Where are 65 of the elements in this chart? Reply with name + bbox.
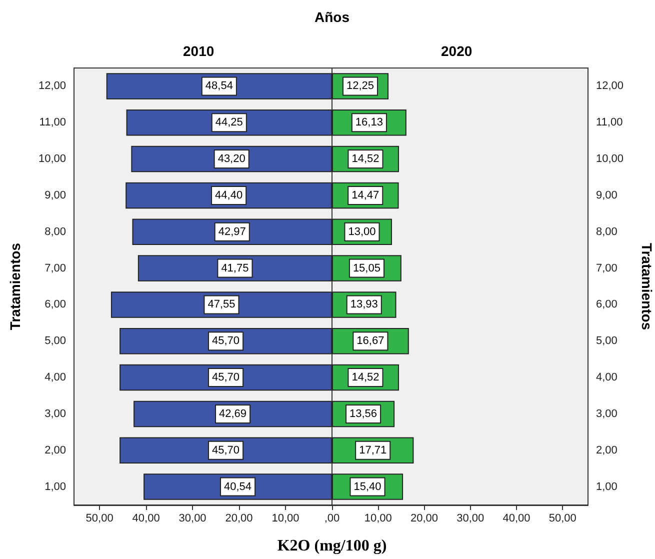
x-tick-label: 40,00 xyxy=(502,512,530,524)
x-tick-label: 50,00 xyxy=(86,512,114,524)
data-label: 14,52 xyxy=(352,153,380,166)
text: Años xyxy=(314,9,350,25)
data-label: 45,70 xyxy=(212,335,240,348)
x-tick-label: 10,00 xyxy=(364,512,392,524)
data-label: 15,40 xyxy=(354,480,382,493)
y-tick-label: 1,00 xyxy=(44,480,66,493)
data-label: 41,75 xyxy=(221,262,249,274)
data-label: 45,70 xyxy=(212,444,240,456)
y-tick-label: 2,00 xyxy=(596,444,618,456)
data-label: 17,71 xyxy=(359,444,387,456)
y-tick-label: 5,00 xyxy=(596,335,618,348)
y-tick-label: 8,00 xyxy=(596,226,618,238)
data-label: 13,00 xyxy=(348,226,376,238)
y-axis-title: Tratamientos xyxy=(7,242,23,330)
y-tick-label: 7,00 xyxy=(44,262,66,274)
data-label: 43,20 xyxy=(218,153,246,166)
x-tick-label: 20,00 xyxy=(410,512,438,524)
y-tick-label: 3,00 xyxy=(44,408,66,420)
x-tick-label: 30,00 xyxy=(178,512,206,524)
data-label: 42,69 xyxy=(219,408,247,420)
x-tick-label: 20,00 xyxy=(225,512,253,524)
data-label: 48,54 xyxy=(205,80,233,92)
data-label: 12,25 xyxy=(346,80,374,92)
chart-title: 2020 xyxy=(441,43,472,59)
y-tick-label: 6,00 xyxy=(44,298,66,311)
y-tick-label: 10,00 xyxy=(596,153,624,166)
data-label: 16,67 xyxy=(356,335,384,348)
x-tick-label: ,00 xyxy=(324,512,340,524)
y-tick-label: 7,00 xyxy=(596,262,618,274)
x-tick-label: 50,00 xyxy=(548,512,576,524)
data-label: 13,93 xyxy=(350,298,378,311)
data-label: 40,54 xyxy=(224,480,252,493)
data-label: 44,25 xyxy=(215,116,243,129)
y-tick-label: 11,00 xyxy=(39,116,66,129)
data-label: 15,05 xyxy=(352,262,380,274)
x-tick-label: 10,00 xyxy=(272,512,300,524)
y-tick-label: 1,00 xyxy=(596,480,618,493)
y-tick-label: 6,00 xyxy=(596,298,618,311)
data-label: 42,97 xyxy=(218,226,246,238)
y-axis-title: Tratamientos xyxy=(639,242,655,330)
y-tick-label: 9,00 xyxy=(44,189,66,202)
data-label: 14,52 xyxy=(352,372,380,384)
chart-title: 2010 xyxy=(183,43,214,59)
y-tick-label: 3,00 xyxy=(596,408,618,420)
x-tick-label: 40,00 xyxy=(132,512,160,524)
data-label: 44,40 xyxy=(215,189,243,202)
y-tick-label: 4,00 xyxy=(596,372,618,384)
y-tick-label: 2,00 xyxy=(44,444,66,456)
y-tick-label: 10,00 xyxy=(38,153,66,166)
y-tick-label: 5,00 xyxy=(44,335,66,348)
x-axis-title: K2O (mg/100 g) xyxy=(277,538,387,554)
y-tick-label: 9,00 xyxy=(596,189,618,202)
data-label: 14,47 xyxy=(352,189,380,202)
data-label: 13,56 xyxy=(350,408,378,420)
y-tick-label: 4,00 xyxy=(44,372,66,384)
data-label: 47,55 xyxy=(208,298,236,311)
y-tick-label: 12,00 xyxy=(596,80,624,92)
data-label: 45,70 xyxy=(212,372,240,384)
data-label: 16,13 xyxy=(355,116,383,129)
x-tick-label: 30,00 xyxy=(456,512,484,524)
y-tick-label: 12,00 xyxy=(38,80,66,92)
y-tick-label: 11,00 xyxy=(596,116,623,129)
y-tick-label: 8,00 xyxy=(44,226,66,238)
